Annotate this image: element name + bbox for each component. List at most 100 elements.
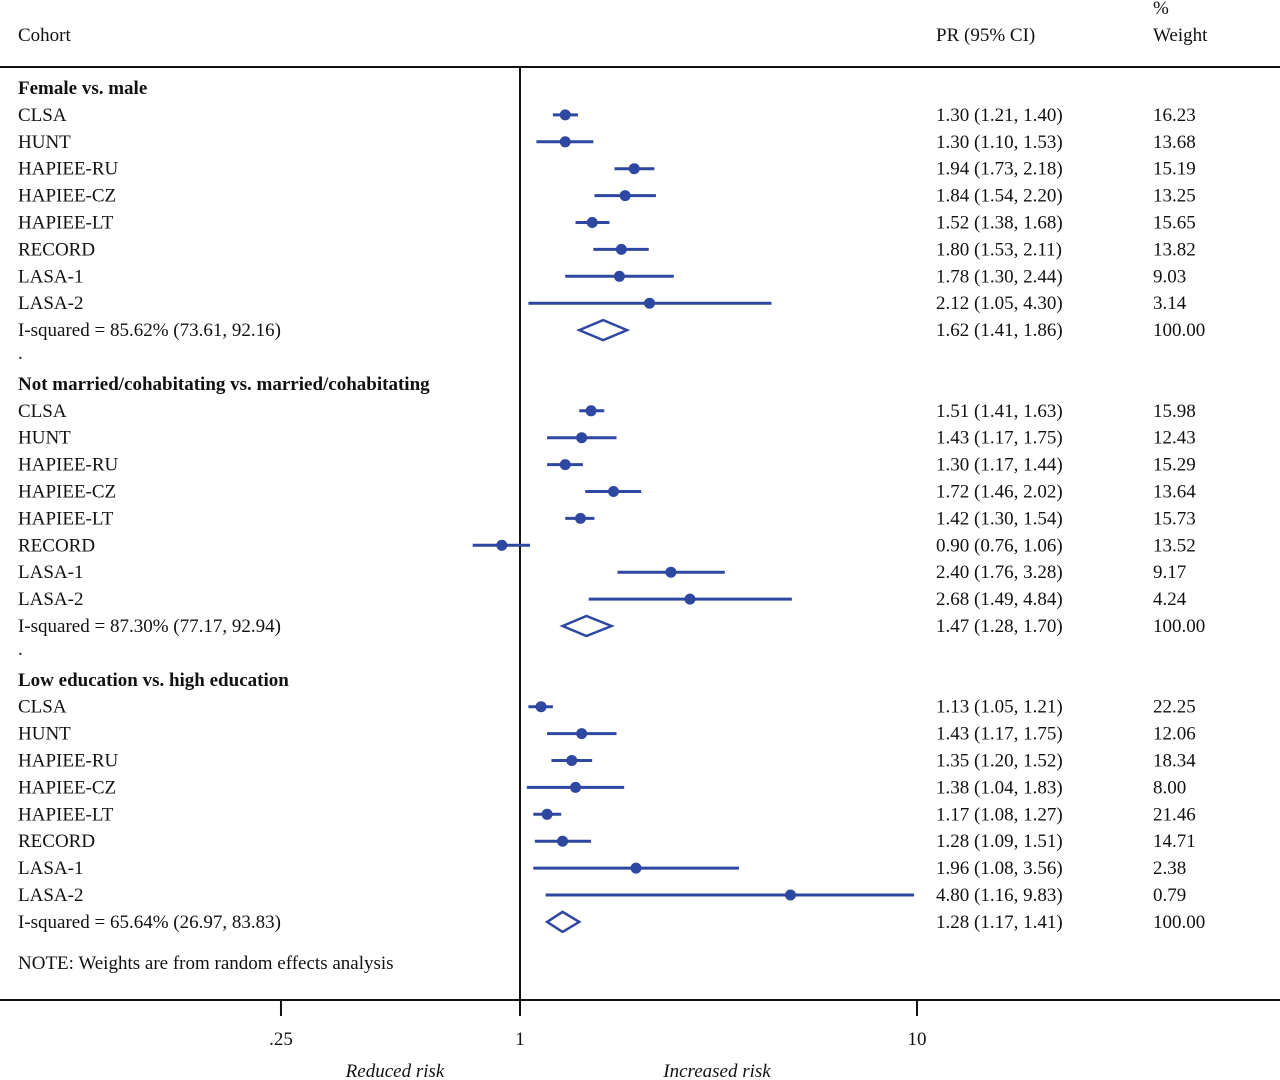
point-estimate [630,862,642,874]
point-estimate [559,109,571,121]
point-estimate [585,405,597,417]
study-name: RECORD [18,831,95,852]
pr-ci-value: 1.38 (1.04, 1.83) [936,777,1063,798]
study-name: HAPIEE-LT [18,213,114,234]
point-estimate [574,512,586,524]
pr-ci-value: 1.94 (1.73, 2.18) [936,159,1063,180]
pr-ci-value: 4.80 (1.16, 9.83) [936,885,1063,906]
study-name: HAPIEE-LT [18,804,114,825]
weight-value: 15.73 [1153,508,1196,529]
weight-value: 12.06 [1153,724,1196,745]
pr-ci-value: 1.84 (1.54, 2.20) [936,186,1063,207]
weight-value: 3.14 [1153,293,1187,314]
weight-value: 8.00 [1153,777,1186,798]
weight-value: 13.68 [1153,132,1196,153]
pr-ci-value: 1.51 (1.41, 1.63) [936,401,1063,422]
study-name: RECORD [18,535,95,556]
weight-value: 0.79 [1153,885,1186,906]
point-estimate [535,701,547,713]
group-title: Female vs. male [18,78,147,99]
study-name: HUNT [18,428,71,449]
point-estimate [566,755,578,766]
reduced-risk-label: Reduced risk [345,1061,445,1080]
weight-value: 15.19 [1153,159,1196,180]
pr-ci-value: 1.43 (1.17, 1.75) [936,724,1063,745]
study-name: CLSA [18,105,67,126]
pr-ci-value: 1.43 (1.17, 1.75) [936,428,1063,449]
weight-value: 14.71 [1153,831,1196,852]
study-name: LASA-1 [18,266,83,287]
point-estimate [619,190,631,202]
overall-diamond [575,318,631,342]
study-name: HAPIEE-CZ [18,482,116,503]
weight-value: 13.64 [1153,482,1196,503]
header-cohort: Cohort [18,25,72,46]
weight-value: 15.98 [1153,401,1196,422]
point-estimate [613,270,625,282]
study-name: HAPIEE-CZ [18,777,116,798]
pr-ci-value: 1.62 (1.41, 1.86) [936,320,1063,341]
study-name: HAPIEE-RU [18,159,119,180]
weight-value: 100.00 [1153,912,1205,933]
weight-value: 22.25 [1153,697,1196,718]
point-estimate [665,566,677,578]
weight-value: 15.65 [1153,213,1196,234]
heterogeneity-label: I-squared = 87.30% (77.17, 92.94) [18,616,281,637]
pr-ci-value: 1.72 (1.46, 2.02) [936,482,1063,503]
weight-value: 15.29 [1153,455,1196,476]
x-tick-label: 10 [908,1029,927,1050]
study-name: HAPIEE-RU [18,751,119,772]
point-estimate [644,297,656,309]
point-estimate [586,217,598,228]
weight-value: 2.38 [1153,858,1186,879]
pr-ci-value: 0.90 (0.76, 1.06) [936,535,1063,556]
x-tick-label: .25 [269,1029,293,1050]
point-estimate [559,136,571,148]
study-name: LASA-1 [18,562,83,583]
point-estimate [541,808,553,820]
weight-value: 12.43 [1153,428,1196,449]
pr-ci-value: 1.30 (1.21, 1.40) [936,105,1063,126]
study-name: HUNT [18,724,71,745]
group-title: Not married/cohabitating vs. married/coh… [18,374,430,395]
group-separator: . [18,639,23,660]
point-estimate [576,728,588,740]
weight-value: 13.82 [1153,239,1196,260]
point-estimate [628,163,640,175]
pr-ci-value: 1.52 (1.38, 1.68) [936,213,1063,234]
overall-diamond [544,910,582,934]
heterogeneity-label: I-squared = 85.62% (73.61, 92.16) [18,320,281,341]
weight-value: 4.24 [1153,589,1187,610]
weight-value: 16.23 [1153,105,1196,126]
group-separator: . [18,343,23,364]
pr-ci-value: 1.78 (1.30, 2.44) [936,266,1063,287]
point-estimate [608,486,620,497]
weight-value: 18.34 [1153,751,1196,772]
study-name: CLSA [18,697,67,718]
group-title: Low education vs. high education [18,670,289,691]
pr-ci-value: 1.30 (1.17, 1.44) [936,455,1063,476]
point-estimate [684,593,696,605]
header-pr: PR (95% CI) [936,25,1035,46]
study-name: HAPIEE-LT [18,508,114,529]
pr-ci-value: 1.28 (1.09, 1.51) [936,831,1063,852]
x-tick-label: 1 [515,1029,525,1050]
study-name: LASA-2 [18,293,83,314]
pr-ci-value: 1.47 (1.28, 1.70) [936,616,1063,637]
point-estimate [576,432,588,444]
weight-value: 13.25 [1153,186,1196,207]
header-weight: Weight [1153,25,1208,46]
overall-diamond [559,614,615,638]
weight-value: 100.00 [1153,616,1205,637]
study-name: LASA-1 [18,858,83,879]
study-name: HAPIEE-RU [18,455,119,476]
study-name: CLSA [18,401,67,422]
weight-value: 21.46 [1153,804,1196,825]
header-weight-percent: % [1153,0,1169,19]
point-estimate [557,835,569,847]
pr-ci-value: 1.28 (1.17, 1.41) [936,912,1063,933]
weight-value: 13.52 [1153,535,1196,556]
pr-ci-value: 2.40 (1.76, 3.28) [936,562,1063,583]
point-estimate [496,539,508,551]
